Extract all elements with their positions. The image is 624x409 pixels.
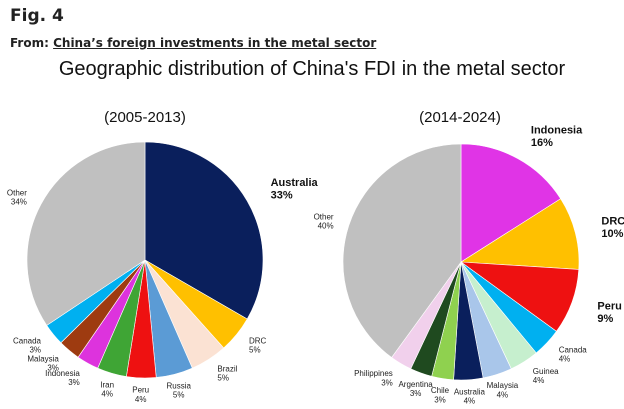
slice-label-australia: Australia 4%	[454, 388, 486, 406]
slice-name: DRC	[249, 336, 267, 345]
slice-name: Australia	[271, 177, 319, 189]
slice-name: Indonesia	[531, 124, 583, 136]
slice-label-peru: Peru 9%	[597, 301, 621, 326]
slice-label-australia: Australia 33%	[271, 177, 319, 202]
slice-name: Indonesia	[45, 369, 80, 378]
slice-label-philippines: Philippines 3%	[354, 369, 393, 387]
slice-name: Guinea	[533, 367, 559, 376]
slice-percent: 3%	[410, 389, 422, 398]
slice-name: Malaysia	[487, 381, 519, 390]
slice-name: Australia	[454, 388, 486, 397]
slice-percent: 16%	[531, 137, 553, 149]
slice-name: Russia	[166, 382, 191, 391]
slice-name: Iran	[100, 380, 114, 389]
figure-label: Fig. 4	[10, 6, 64, 26]
slice-label-russia: Russia 5%	[166, 382, 191, 400]
slice-percent: 33%	[271, 189, 293, 201]
slice-other	[342, 143, 462, 358]
slice-label-brazil: Brazil 5%	[217, 365, 237, 383]
slice-name: Peru	[132, 386, 149, 395]
chart-title: Geographic distribution of China's FDI i…	[58, 58, 566, 80]
slice-percent: 3%	[381, 378, 393, 387]
slice-name: Malaysia	[27, 354, 59, 363]
slice-label-malaysia: Malaysia 3%	[27, 354, 59, 372]
slice-percent: 4%	[464, 397, 476, 406]
slice-label-canada: Canada 4%	[559, 346, 588, 364]
slice-name: Argentina	[398, 380, 433, 389]
slice-percent: 3%	[29, 346, 41, 355]
slice-percent: 5%	[173, 391, 185, 400]
slice-label-guinea: Guinea 4%	[533, 367, 559, 385]
slice-label-drc: DRC 10%	[601, 215, 624, 240]
slice-label-drc: DRC 5%	[249, 336, 267, 354]
slice-name: Canada	[13, 336, 42, 345]
slice-name: Philippines	[354, 369, 393, 378]
pie-2005-2013: Australia 33%DRC 5%Brazil 5%Russia 5%Peru 4%I…	[7, 141, 319, 404]
slice-percent: 4%	[559, 355, 571, 364]
slice-percent: 3%	[47, 364, 59, 373]
right-chart-period: (2014-2024)	[419, 109, 501, 126]
left-chart-period: (2005-2013)	[104, 109, 186, 126]
slice-percent: 10%	[601, 228, 623, 240]
slice-name: Canada	[559, 346, 588, 355]
source-article-link[interactable]: China’s foreign investments in the metal…	[53, 36, 377, 50]
slice-name: Peru	[597, 301, 621, 313]
slice-percent: 34%	[11, 198, 27, 207]
slice-label-canada: Canada 3%	[13, 336, 42, 354]
slice-name: DRC	[601, 215, 624, 227]
slice-label-other: Other 40%	[314, 212, 334, 230]
slice-label-chile: Chile 3%	[431, 386, 450, 404]
source-line: From: China’s foreign investments in the…	[10, 36, 376, 50]
slice-label-malaysia: Malaysia 4%	[487, 381, 519, 399]
slice-label-indonesia: Indonesia 16%	[531, 124, 583, 149]
slice-percent: 4%	[135, 395, 147, 404]
from-prefix: From:	[10, 36, 49, 50]
slice-australia	[144, 141, 264, 320]
pie-2014-2024: Indonesia 16%DRC 10%Peru 9%Canada 4%Guinea 4%…	[314, 124, 624, 405]
slice-percent: 5%	[217, 374, 229, 383]
slice-percent: 9%	[597, 313, 613, 325]
slice-indonesia	[460, 143, 562, 263]
slice-drc	[460, 198, 580, 270]
slice-name: Brazil	[217, 365, 237, 374]
slice-label-iran: Iran 4%	[100, 380, 114, 398]
slice-other	[26, 141, 146, 326]
slice-name: Chile	[431, 386, 450, 395]
slice-label-argentina: Argentina 3%	[398, 380, 433, 398]
slice-name: Other	[7, 189, 27, 198]
slice-label-indonesia: Indonesia 3%	[45, 369, 80, 387]
slice-percent: 5%	[249, 346, 261, 355]
slice-percent: 3%	[68, 378, 80, 387]
slice-percent: 4%	[533, 376, 545, 385]
slice-percent: 3%	[434, 395, 446, 404]
slice-percent: 4%	[101, 390, 113, 399]
slice-percent: 40%	[318, 222, 334, 231]
slice-name: Other	[314, 212, 334, 221]
slice-percent: 4%	[497, 390, 509, 399]
slice-label-peru: Peru 4%	[132, 386, 149, 404]
slice-label-other: Other 34%	[7, 189, 27, 207]
